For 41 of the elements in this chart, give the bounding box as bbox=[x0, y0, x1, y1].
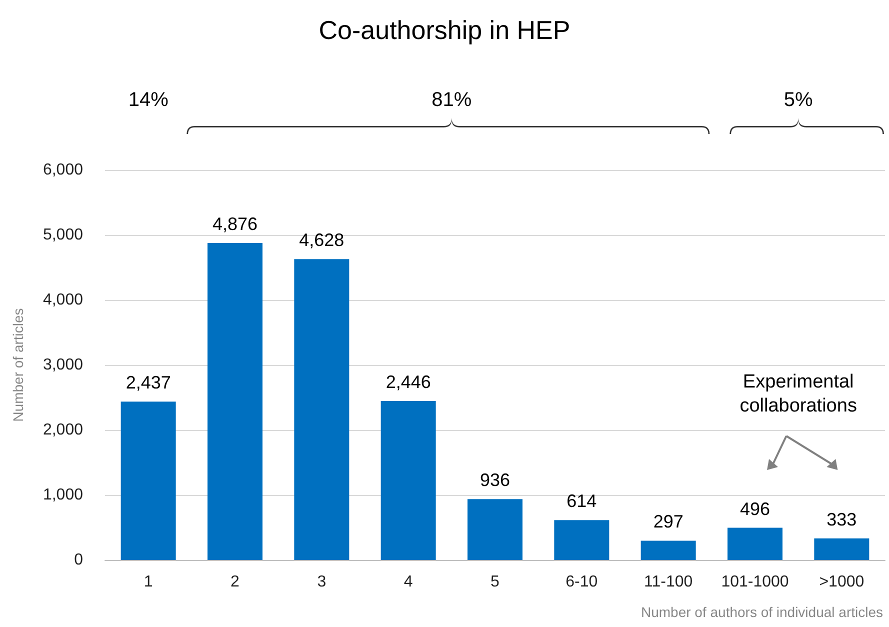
data-label: 496 bbox=[740, 498, 770, 519]
x-tick-label: 2 bbox=[230, 574, 240, 590]
text: 14% bbox=[128, 89, 169, 111]
y-tick-label: 2,000 bbox=[42, 422, 84, 438]
bar bbox=[640, 540, 696, 560]
x-tick-label: 101-1000 bbox=[721, 574, 789, 590]
data-label: 614 bbox=[566, 491, 597, 512]
x-tick-label: 3 bbox=[317, 574, 326, 590]
y-tick-label: 3,000 bbox=[42, 356, 84, 374]
bar bbox=[554, 520, 610, 560]
bar bbox=[468, 499, 522, 560]
annotation: Experimental collaborations bbox=[740, 372, 857, 416]
data-label: 936 bbox=[480, 470, 510, 490]
x-tick-label: 1 bbox=[144, 574, 153, 590]
x-tick-label: 5 bbox=[490, 574, 500, 590]
y-tick-label: 0 bbox=[74, 552, 84, 568]
data-label: 333 bbox=[826, 509, 857, 530]
bar bbox=[208, 243, 262, 560]
bar bbox=[814, 538, 870, 560]
y-tick-label: 4,000 bbox=[42, 292, 84, 308]
x-tick-label: 4 bbox=[404, 574, 413, 590]
x-tick-label: >1000 bbox=[819, 574, 864, 590]
chart-title: Co-authorship in HEP bbox=[318, 15, 570, 45]
bar bbox=[120, 402, 176, 560]
data-label: 2,446 bbox=[386, 372, 431, 392]
text: 81% bbox=[432, 89, 472, 111]
x-tick-label: 11-100 bbox=[644, 574, 693, 590]
bar bbox=[728, 528, 782, 560]
data-label: 2,437 bbox=[126, 372, 171, 393]
bar bbox=[380, 401, 436, 560]
data-label: 297 bbox=[653, 512, 684, 532]
data-label: 4,628 bbox=[299, 230, 344, 250]
y-tick-label: 6,000 bbox=[42, 162, 84, 178]
x-axis-title: Number of authors of individual articles bbox=[640, 604, 884, 620]
text: 5% bbox=[784, 89, 814, 111]
y-axis-title: Number of articles bbox=[10, 308, 26, 422]
x-tick-label: 6-10 bbox=[566, 574, 598, 590]
y-tick-label: 1,000 bbox=[42, 486, 84, 504]
y-tick-label: 5,000 bbox=[42, 226, 84, 244]
data-label: 4,876 bbox=[212, 214, 258, 234]
bar bbox=[294, 259, 350, 560]
